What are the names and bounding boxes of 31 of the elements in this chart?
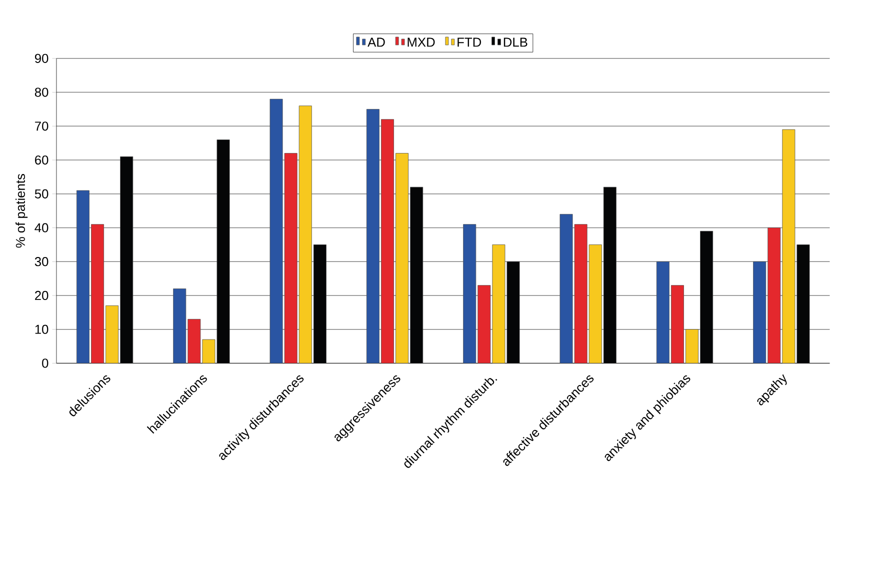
- legend-label: MXD: [408, 38, 435, 46]
- bar: [478, 284, 491, 364]
- y-tick-label: 90: [34, 54, 48, 63]
- bar: [284, 152, 298, 364]
- bar: [366, 108, 380, 364]
- bar: [670, 284, 684, 364]
- y-tick-label: 10: [35, 324, 48, 334]
- y-tick-label: 80: [34, 88, 48, 97]
- bar: [188, 318, 201, 364]
- bar: [574, 224, 588, 364]
- bar: [560, 214, 573, 364]
- y-tick-label: 70: [35, 121, 48, 131]
- bar: [381, 118, 394, 364]
- y-tick-label: 50: [34, 189, 48, 198]
- bar: [76, 190, 90, 364]
- legend-label: DLB: [504, 38, 528, 46]
- legend-label: FTD: [458, 38, 482, 46]
- y-tick-label: 40: [34, 222, 48, 232]
- bar: [656, 261, 670, 364]
- legend-label: AD: [368, 38, 385, 46]
- bar: [463, 224, 476, 364]
- y-axis-title: % of patients: [16, 174, 28, 248]
- y-tick-label: 30: [34, 256, 48, 266]
- bar: [270, 98, 283, 364]
- y-tick-label: 20: [35, 290, 48, 300]
- bar: [91, 224, 104, 364]
- y-tick-label: 0: [42, 358, 48, 368]
- bar: [753, 261, 766, 364]
- y-tick-label: 60: [35, 155, 48, 164]
- bar: [768, 227, 781, 364]
- bar: [173, 288, 186, 364]
